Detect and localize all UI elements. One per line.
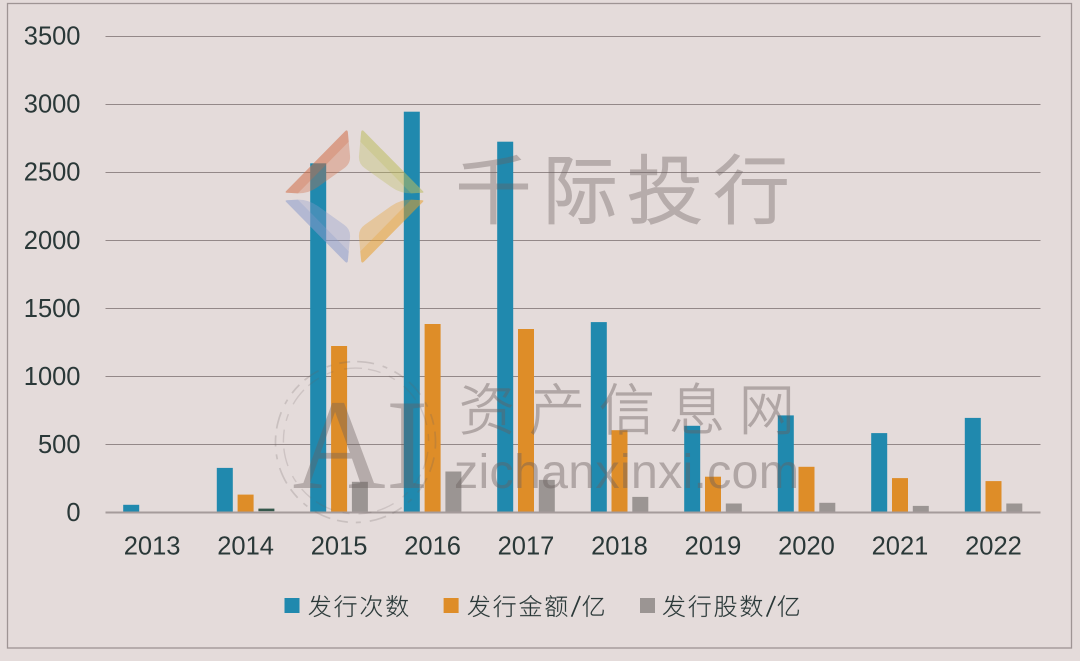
svg-text:2016: 2016: [404, 533, 461, 561]
svg-text:500: 500: [38, 431, 81, 459]
svg-text:3000: 3000: [24, 91, 81, 119]
svg-text:2500: 2500: [24, 159, 81, 187]
svg-text:2000: 2000: [24, 227, 81, 255]
svg-text:2022: 2022: [965, 533, 1022, 561]
svg-text:2015: 2015: [311, 533, 368, 561]
svg-text:2018: 2018: [591, 533, 648, 561]
svg-text:0: 0: [66, 499, 80, 527]
svg-text:1000: 1000: [24, 363, 81, 391]
svg-text:1500: 1500: [24, 295, 81, 323]
svg-text:AI: AI: [293, 373, 429, 516]
svg-text:2020: 2020: [778, 533, 835, 561]
svg-text:2017: 2017: [498, 533, 555, 561]
svg-text:2014: 2014: [217, 533, 274, 561]
svg-text:2021: 2021: [872, 533, 929, 561]
svg-text:2019: 2019: [685, 533, 742, 561]
svg-text:3500: 3500: [24, 23, 81, 51]
svg-text:2013: 2013: [124, 533, 181, 561]
svg-text:zichanxinxi.com: zichanxinxi.com: [454, 445, 799, 499]
